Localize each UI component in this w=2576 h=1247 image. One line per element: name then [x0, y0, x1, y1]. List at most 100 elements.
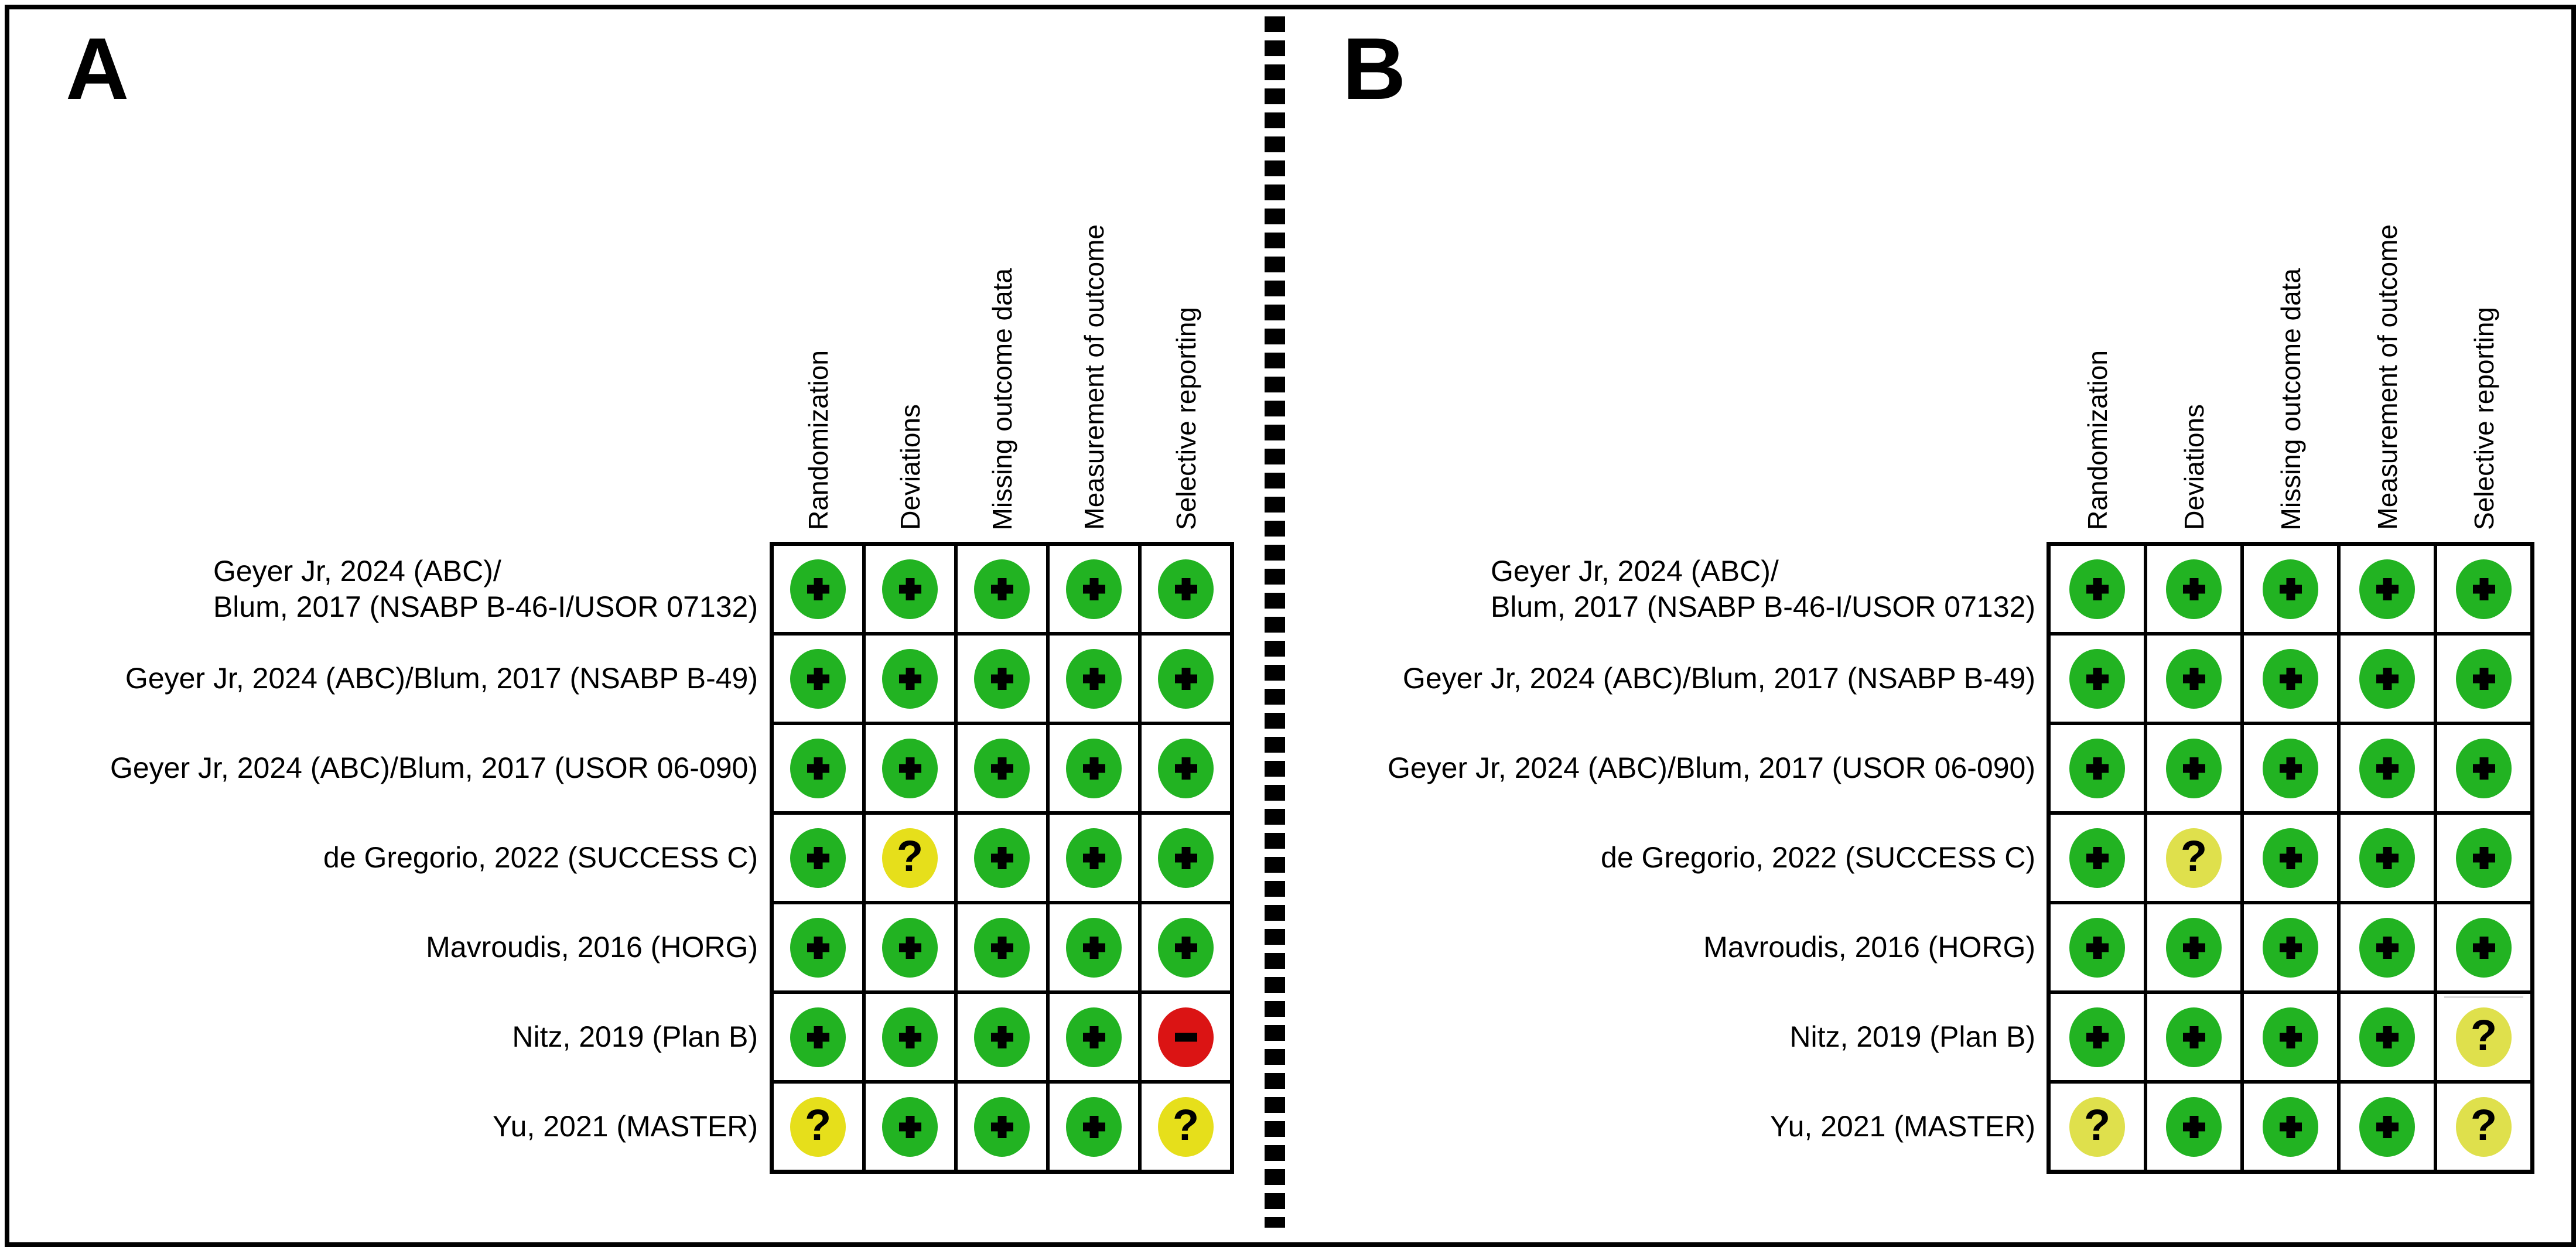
study-label-row: Geyer Jr, 2024 (ABC)/Blum, 2017 (USOR 06… — [1299, 725, 2035, 811]
column-header-slot-2: Deviations — [895, 401, 925, 533]
low-risk-plus-icon — [2069, 648, 2125, 709]
b-cell-r1c3 — [2244, 546, 2337, 632]
plus-vertical-bar — [814, 578, 822, 600]
column-header-slot-1: Randomization — [802, 347, 833, 533]
plus-vertical-bar — [2383, 846, 2391, 869]
question-mark-glyph: ? — [2180, 831, 2208, 880]
low-risk-plus-icon — [2166, 1007, 2222, 1067]
column-header-text: Selective reporting — [1170, 307, 1201, 530]
b-cell-r4c4 — [2341, 815, 2434, 901]
plus-vertical-bar — [2093, 667, 2102, 690]
study-label-row: Mavroudis, 2016 (HORG) — [1299, 904, 2035, 990]
low-risk-plus-icon — [1066, 1096, 1122, 1157]
b-cell-r5c2 — [2147, 904, 2240, 990]
study-label-line: Geyer Jr, 2024 (ABC)/Blum, 2017 (NSABP B… — [1402, 662, 2035, 695]
study-label-line: Blum, 2017 (NSABP B-46-I/USOR 07132) — [1490, 590, 2035, 623]
unclear-question-icon: ? — [2456, 1096, 2512, 1157]
plus-vertical-bar — [2286, 1026, 2295, 1048]
study-label-line: Geyer Jr, 2024 (ABC)/Blum, 2017 (USOR 06… — [1387, 751, 2035, 784]
b-cell-r2c1 — [2051, 636, 2144, 722]
plus-vertical-bar — [997, 667, 1006, 690]
b-cell-r6c4 — [2341, 994, 2434, 1080]
plus-vertical-bar — [2189, 1026, 2198, 1048]
b-cell-r4c5 — [2437, 815, 2530, 901]
column-header-slot-3: Missing outcome data — [987, 265, 1017, 533]
plus-vertical-bar — [906, 578, 914, 600]
study-label-row: Yu, 2021 (MASTER) — [1299, 1084, 2035, 1170]
low-risk-plus-icon — [974, 828, 1030, 888]
study-label: Mavroudis, 2016 (HORG) — [1703, 930, 2035, 965]
low-risk-plus-icon — [790, 559, 846, 619]
panel-a-grid: ??? — [770, 542, 1234, 1174]
a-cell-r6c5 — [1142, 994, 1230, 1080]
low-risk-plus-icon — [1158, 559, 1214, 619]
study-label: Nitz, 2019 (Plan B) — [512, 1019, 758, 1055]
b-cell-r6c2 — [2147, 994, 2240, 1080]
plus-vertical-bar — [2383, 667, 2391, 690]
low-risk-plus-icon — [790, 917, 846, 978]
panel-a-column-headers: Randomization Deviations Missing outcome d… — [770, 61, 1234, 533]
plus-vertical-bar — [2479, 936, 2488, 959]
a-cell-r3c2 — [866, 725, 954, 811]
plus-vertical-bar — [2189, 936, 2198, 959]
study-label-row: Geyer Jr, 2024 (ABC)/Blum, 2017 (NSABP B… — [1299, 636, 2035, 722]
low-risk-plus-icon — [2263, 738, 2318, 798]
plus-vertical-bar — [2093, 757, 2102, 780]
low-risk-plus-icon — [974, 648, 1030, 709]
plus-vertical-bar — [1089, 936, 1098, 959]
plus-vertical-bar — [997, 757, 1006, 780]
a-cell-r2c2 — [866, 636, 954, 722]
a-cell-r7c1: ? — [774, 1084, 862, 1170]
study-label-line: Nitz, 2019 (Plan B) — [1789, 1020, 2035, 1053]
b-cell-r5c3 — [2244, 904, 2337, 990]
b-cell-r5c1 — [2051, 904, 2144, 990]
plus-vertical-bar — [2093, 846, 2102, 869]
a-cell-r5c5 — [1142, 904, 1230, 990]
b-cell-r2c5 — [2437, 636, 2530, 722]
low-risk-plus-icon — [1158, 648, 1214, 709]
column-header-text: Randomization — [802, 350, 833, 530]
study-label-row: de Gregorio, 2022 (SUCCESS C) — [23, 815, 758, 901]
low-risk-plus-icon — [882, 559, 938, 619]
low-risk-plus-icon — [2069, 1007, 2125, 1067]
b-cell-r4c3 — [2244, 815, 2337, 901]
low-risk-plus-icon — [2263, 917, 2318, 978]
column-header-text: Deviations — [2178, 404, 2209, 530]
panel-b-study-labels: Geyer Jr, 2024 (ABC)/Blum, 2017 (NSABP B… — [1299, 542, 2035, 1174]
study-label-row: Yu, 2021 (MASTER) — [23, 1084, 758, 1170]
low-risk-plus-icon — [882, 1096, 938, 1157]
high-risk-minus-icon — [1158, 1007, 1214, 1067]
a-cell-r1c5 — [1142, 546, 1230, 632]
b-cell-r1c2 — [2147, 546, 2240, 632]
b-cell-r5c5 — [2437, 904, 2530, 990]
unclear-question-icon: ? — [2166, 828, 2222, 888]
column-header-slot-3: Missing outcome data — [2276, 265, 2306, 533]
b-cell-r3c5 — [2437, 725, 2530, 811]
a-cell-r3c4 — [1050, 725, 1138, 811]
b-cell-r5c4 — [2341, 904, 2434, 990]
plus-vertical-bar — [906, 1026, 914, 1048]
study-label: Mavroudis, 2016 (HORG) — [426, 930, 758, 965]
a-cell-r1c3 — [958, 546, 1046, 632]
plus-vertical-bar — [1181, 667, 1190, 690]
low-risk-plus-icon — [790, 1007, 846, 1067]
a-cell-r7c2 — [866, 1084, 954, 1170]
figure-border — [5, 5, 2576, 1247]
a-cell-r4c3 — [958, 815, 1046, 901]
a-cell-r4c5 — [1142, 815, 1230, 901]
low-risk-plus-icon — [882, 738, 938, 798]
panel-b-column-headers: Randomization Deviations Missing outcome d… — [2047, 61, 2534, 533]
plus-vertical-bar — [2286, 578, 2295, 600]
column-header-text: Selective reporting — [2468, 307, 2499, 530]
b-cell-r1c1 — [2051, 546, 2144, 632]
study-label: de Gregorio, 2022 (SUCCESS C) — [323, 840, 758, 876]
column-header-slot-5: Selective reporting — [1170, 303, 1201, 533]
plus-vertical-bar — [1181, 757, 1190, 780]
study-label: Geyer Jr, 2024 (ABC)/Blum, 2017 (NSABP B… — [213, 554, 758, 625]
b-cell-r3c1 — [2051, 725, 2144, 811]
a-cell-r3c1 — [774, 725, 862, 811]
column-header-text: Randomization — [2082, 350, 2113, 530]
a-cell-r1c2 — [866, 546, 954, 632]
minus-bar — [1174, 1033, 1197, 1041]
plus-vertical-bar — [2189, 757, 2198, 780]
